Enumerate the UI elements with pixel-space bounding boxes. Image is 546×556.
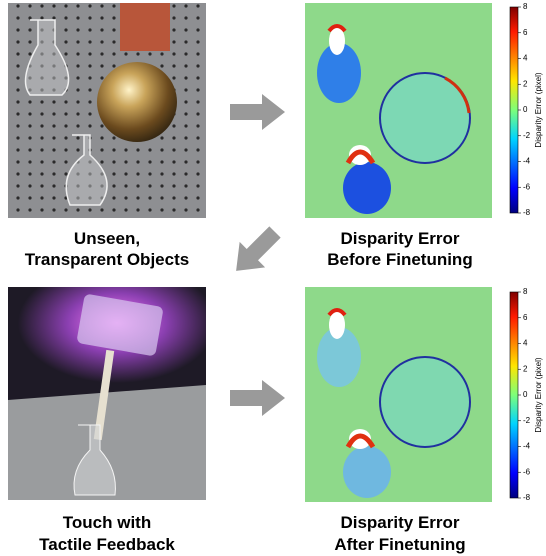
colorbar <box>510 7 518 213</box>
colorbar-tick-label: 4 <box>523 339 528 348</box>
caption: Transparent Objects <box>25 250 189 269</box>
caption: Before Finetuning <box>327 250 472 269</box>
caption: Touch with <box>63 513 151 532</box>
colorbar-tick-label: -8 <box>523 208 531 217</box>
colorbar-tick-label: 6 <box>523 28 528 37</box>
heatmap-after <box>305 287 492 502</box>
arrow <box>223 219 287 283</box>
colorbar <box>510 292 518 498</box>
caption: Disparity Error <box>340 229 459 248</box>
arrow <box>230 94 285 130</box>
colorbar-tick-label: 0 <box>523 105 528 114</box>
photo-objects <box>8 3 206 218</box>
colorbar-tick-label: 8 <box>523 287 528 296</box>
colorbar-tick-label: 2 <box>523 79 528 88</box>
photo-tactile <box>8 287 206 500</box>
colorbar-tick-label: 0 <box>523 390 528 399</box>
colorbar-tick-label: 2 <box>523 364 528 373</box>
heatmap-before <box>305 3 492 218</box>
colorbar-tick-label: 4 <box>523 54 528 63</box>
colorbar-tick-label: -6 <box>523 182 531 191</box>
colorbar-tick-label: 6 <box>523 313 528 322</box>
colorbar-tick-label: -2 <box>523 131 531 140</box>
colorbar-tick-label: -8 <box>523 493 531 502</box>
colorbar-tick-label: -2 <box>523 416 531 425</box>
caption: Disparity Error <box>340 513 459 532</box>
colorbar-tick-label: -6 <box>523 467 531 476</box>
figure: Unseen, Transparent Objects Disparity Er… <box>0 0 546 556</box>
colorbar-label: Disparity Error (pixel) <box>534 357 543 432</box>
arrow <box>230 380 285 416</box>
colorbar-label: Disparity Error (pixel) <box>534 72 543 147</box>
caption: Tactile Feedback <box>39 535 175 554</box>
colorbar-tick-label: 8 <box>523 2 528 11</box>
caption: Unseen, <box>74 229 140 248</box>
caption: After Finetuning <box>334 535 465 554</box>
colorbar-tick-label: -4 <box>523 157 531 166</box>
colorbar-tick-label: -4 <box>523 442 531 451</box>
